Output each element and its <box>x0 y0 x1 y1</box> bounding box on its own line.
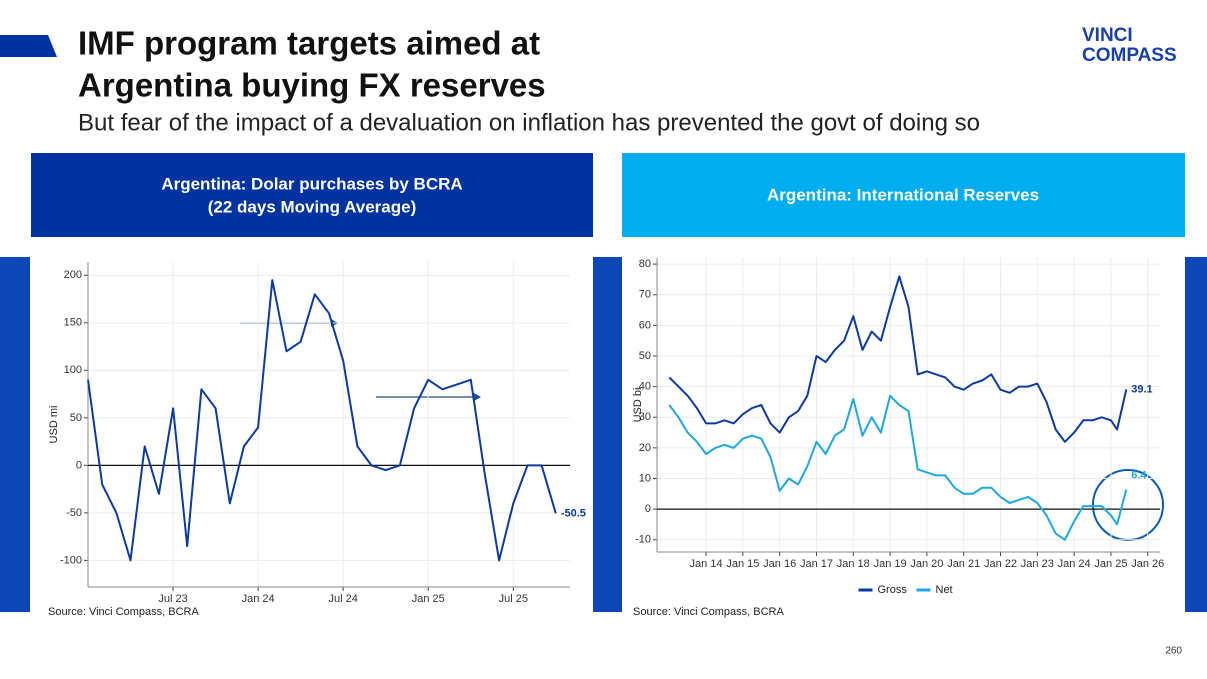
data-line <box>87 279 557 562</box>
side-strip <box>593 257 622 612</box>
y-tick-label: 10 <box>639 472 651 484</box>
slide-title: Argentina buying FX reserves <box>78 67 546 104</box>
y-tick-label: 200 <box>64 269 82 281</box>
panel-header <box>622 153 1185 237</box>
logo: COMPASS <box>1082 45 1177 66</box>
legend-label: Net <box>936 584 953 596</box>
x-tick-label: Jul 23 <box>158 593 187 605</box>
x-tick-label: Jan 19 <box>874 558 907 570</box>
highlight-circle <box>1092 469 1164 541</box>
y-tick-label: -50 <box>66 507 82 519</box>
y-tick-label: 50 <box>639 350 651 362</box>
y-tick-label: 100 <box>64 364 82 376</box>
x-tick-label: Jan 24 <box>1058 558 1091 570</box>
y-tick-label: 50 <box>70 412 82 424</box>
slide-subtitle: But fear of the impact of a devaluation … <box>78 109 980 136</box>
x-tick-label: Jan 23 <box>1021 558 1054 570</box>
x-tick-label: Jul 24 <box>328 593 357 605</box>
page-number: 260 <box>1165 646 1182 657</box>
x-tick-label: Jan 26 <box>1131 558 1164 570</box>
y-tick-label: 20 <box>639 442 651 454</box>
side-strip <box>0 257 30 612</box>
x-tick-label: Jan 24 <box>242 593 275 605</box>
y-tick-label: 0 <box>76 459 82 471</box>
x-tick-label: Jan 20 <box>910 558 943 570</box>
x-tick-label: Jan 25 <box>412 593 445 605</box>
y-axis-label: USD bi <box>632 388 644 423</box>
legend-label: Gross <box>878 584 908 596</box>
y-tick-label: -100 <box>60 554 82 566</box>
x-tick-label: Jan 15 <box>726 558 759 570</box>
data-line <box>668 275 1128 443</box>
source-note: Source: Vinci Compass, BCRA <box>48 606 199 618</box>
data-line <box>668 394 1128 541</box>
y-tick-label: -10 <box>635 534 651 546</box>
x-tick-label: Jan 25 <box>1094 558 1127 570</box>
y-tick-label: 80 <box>639 258 651 270</box>
y-axis-label: USD mi <box>48 406 60 444</box>
chart-subtitle: (22 days Moving Average) <box>208 197 416 216</box>
x-tick-label: Jan 14 <box>690 558 723 570</box>
y-tick-label: 40 <box>639 381 651 393</box>
x-tick-label: Jul 25 <box>499 593 528 605</box>
y-tick-label: 150 <box>64 317 82 329</box>
data-label: 39.1 <box>1131 383 1152 395</box>
source-note: Source: Vinci Compass, BCRA <box>633 606 784 618</box>
title-accent <box>0 35 57 57</box>
data-label: 6.4 <box>1131 469 1147 481</box>
panel-header <box>31 153 593 237</box>
chart-title: Argentina: Dolar purchases by BCRA <box>161 174 462 193</box>
x-tick-label: Jan 21 <box>947 558 980 570</box>
slide-title: IMF program targets aimed at <box>78 25 540 62</box>
y-tick-label: 0 <box>645 503 651 515</box>
y-tick-label: 30 <box>639 411 651 423</box>
chart-title: Argentina: International Reserves <box>767 185 1039 204</box>
data-label: -50.5 <box>561 507 586 519</box>
y-tick-label: 70 <box>639 289 651 301</box>
side-strip <box>1185 257 1207 612</box>
x-tick-label: Jan 16 <box>763 558 796 570</box>
x-tick-label: Jan 18 <box>837 558 870 570</box>
annotation-arrow <box>474 393 481 401</box>
y-tick-label: 60 <box>639 319 651 331</box>
x-tick-label: Jan 22 <box>984 558 1017 570</box>
logo: VINCI <box>1082 25 1133 46</box>
x-tick-label: Jan 17 <box>800 558 833 570</box>
